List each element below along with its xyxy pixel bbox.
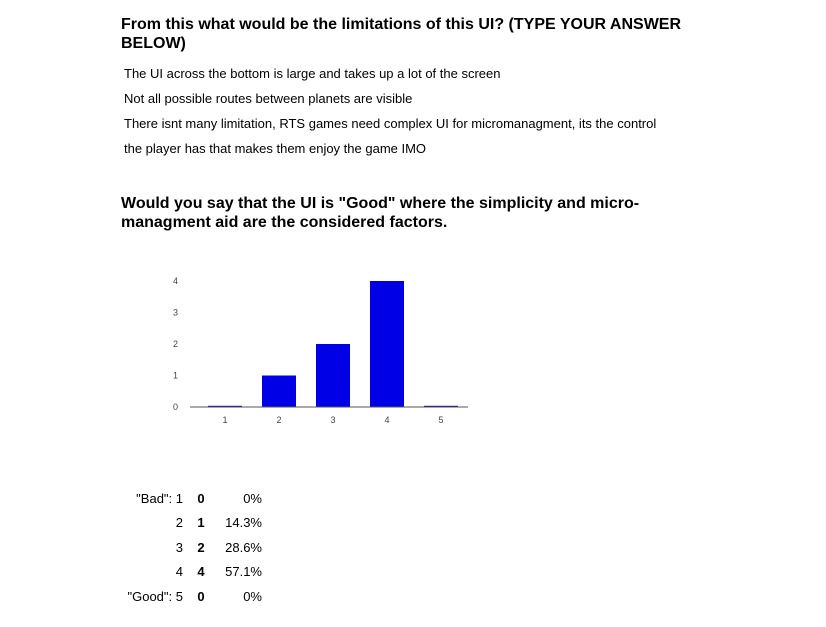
answer-item: Not all possible routes between planets … xyxy=(124,91,413,106)
rating-count: 2 xyxy=(197,539,205,555)
table-row: "Bad": 1 0 0% xyxy=(110,486,262,511)
x-tick-label: 5 xyxy=(438,415,443,425)
y-tick-label: 4 xyxy=(173,276,178,286)
question-2-title: Would you say that the UI is "Good" wher… xyxy=(121,195,640,231)
rating-label: 2 xyxy=(175,515,183,531)
y-tick-label: 2 xyxy=(173,339,178,349)
rating-percent: 14.3% xyxy=(225,515,262,531)
rating-label: 4 xyxy=(175,564,183,580)
bar xyxy=(208,405,242,407)
answer-item: There isnt many limitation, RTS games ne… xyxy=(124,116,657,131)
rating-percent: 28.6% xyxy=(225,539,262,555)
rating-percent: 0% xyxy=(243,588,262,604)
rating-summary-table: "Bad": 1 0 0% 2 1 14.3% 3 2 28.6% 4 4 57… xyxy=(110,486,263,609)
x-tick-label: 4 xyxy=(384,415,389,425)
rating-label: "Bad": 1 xyxy=(136,490,183,506)
question-1-title: From this what would be the limitations … xyxy=(121,16,682,52)
y-tick-label: 1 xyxy=(173,371,178,381)
answer-list: The UI across the bottom is large and ta… xyxy=(124,65,724,165)
rating-percent: 57.1% xyxy=(225,564,262,580)
answer-item: the player has that makes them enjoy the… xyxy=(124,141,427,156)
rating-bar-chart: 0 1 2 3 4 1 2 3 4 5 xyxy=(173,276,468,425)
bar xyxy=(316,344,350,407)
table-row: 2 1 14.3% xyxy=(110,511,262,536)
answer-item: The UI across the bottom is large and ta… xyxy=(124,66,501,81)
rating-count: 1 xyxy=(197,515,205,531)
y-tick-label: 3 xyxy=(173,308,178,318)
bar xyxy=(262,375,296,407)
table-row: "Good": 5 0 0% xyxy=(110,584,263,609)
x-tick-label: 2 xyxy=(276,415,281,425)
x-tick-label: 3 xyxy=(330,415,335,425)
bar xyxy=(370,281,404,407)
x-tick-label: 1 xyxy=(222,415,227,425)
rating-label: 3 xyxy=(175,539,183,555)
bar xyxy=(424,405,458,407)
y-tick-label: 0 xyxy=(173,402,178,412)
rating-percent: 0% xyxy=(243,490,262,506)
rating-count: 0 xyxy=(197,588,205,604)
rating-label: "Good": 5 xyxy=(127,588,184,604)
table-row: 3 2 28.6% xyxy=(110,535,262,560)
table-row: 4 4 57.1% xyxy=(110,560,262,585)
rating-count: 4 xyxy=(197,564,205,580)
rating-count: 0 xyxy=(197,490,205,506)
